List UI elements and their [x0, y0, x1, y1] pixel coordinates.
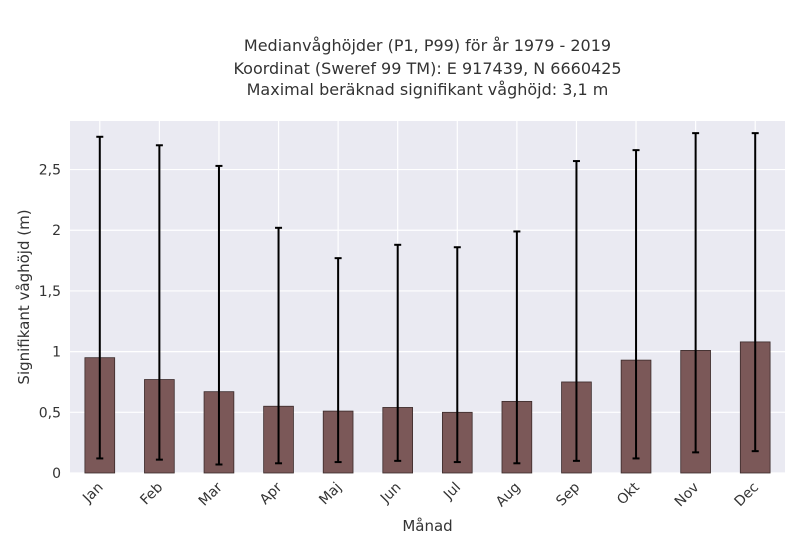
x-tick-label: Apr	[257, 479, 286, 508]
x-axis-label: Månad	[402, 517, 452, 535]
y-tick-labels: 0 0,5 1 1,5 2 2,5	[39, 163, 61, 482]
y-tick-label: 2,5	[39, 163, 61, 179]
y-tick-label: 0	[52, 466, 61, 482]
x-tick-labels: Jan Feb Mar Apr Maj Jun Jul Aug Sep Okt Nov Dec	[79, 479, 762, 510]
x-tick-label: Sep	[553, 479, 583, 509]
x-tick-label: Maj	[316, 480, 345, 509]
y-axis-label: Signifikant våghöjd (m)	[15, 209, 33, 384]
x-tick-label: Jan	[79, 480, 106, 507]
error-bars	[96, 132, 759, 466]
x-tick-label: Mar	[196, 479, 226, 509]
x-tick-label: Aug	[493, 480, 524, 511]
x-tick-label: Jun	[377, 480, 404, 507]
chart-title-line-3: Maximal beräknad signifikant våghöjd: 3,…	[246, 80, 609, 99]
y-tick-label: 1,5	[39, 284, 61, 300]
chart-title-line-2: Koordinat (Sweref 99 TM): E 917439, N 66…	[233, 59, 622, 78]
x-tick-label: Okt	[614, 479, 643, 508]
x-tick-label: Dec	[732, 480, 762, 510]
x-tick-label: Feb	[137, 479, 166, 508]
chart-title-line-1: Medianvåghöjder (P1, P99) för år 1979 - …	[243, 36, 612, 55]
x-tick-label: Jul	[440, 480, 464, 504]
plot-area	[70, 121, 785, 473]
y-tick-label: 1	[52, 345, 61, 361]
x-tick-label: Nov	[672, 480, 703, 511]
y-tick-label: 0,5	[39, 405, 61, 421]
y-tick-label: 2	[52, 223, 61, 239]
